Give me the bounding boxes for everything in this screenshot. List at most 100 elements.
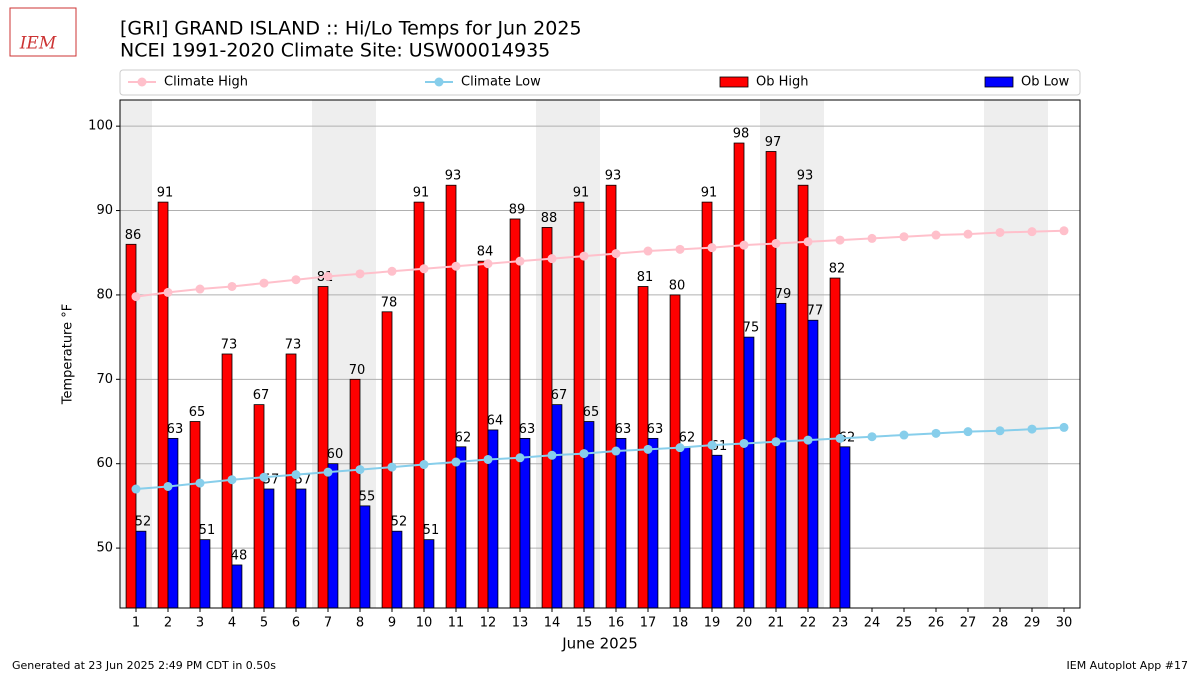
line-marker <box>899 430 909 440</box>
bar <box>839 446 851 609</box>
bar-value-label: 78 <box>381 295 398 310</box>
x-tick-label: 19 <box>704 616 721 631</box>
line-marker <box>291 470 301 480</box>
line-marker <box>355 465 365 475</box>
bar-value-label: 67 <box>551 388 568 403</box>
bar <box>445 184 457 609</box>
line-marker <box>579 449 589 459</box>
legend-marker <box>137 77 147 87</box>
bar-value-label: 63 <box>519 422 536 437</box>
line-marker <box>803 435 813 445</box>
line-marker <box>323 467 333 477</box>
x-tick-label: 15 <box>576 616 593 631</box>
y-tick-label: 60 <box>96 456 113 471</box>
bar <box>167 437 179 609</box>
x-tick-label: 29 <box>1024 616 1041 631</box>
bar-value-label: 52 <box>391 515 408 530</box>
footer-right: IEM Autoplot App #17 <box>1067 659 1189 672</box>
bar-value-label: 88 <box>541 211 558 226</box>
x-tick-label: 6 <box>292 616 300 631</box>
bar-value-label: 65 <box>583 405 600 420</box>
x-tick-label: 28 <box>992 616 1009 631</box>
legend-label: Climate High <box>164 75 248 90</box>
line-marker <box>387 266 397 276</box>
line-marker <box>451 457 461 467</box>
bar-value-label: 91 <box>701 186 718 201</box>
x-tick-label: 3 <box>196 616 204 631</box>
bar-value-label: 55 <box>359 489 376 504</box>
bar <box>509 218 521 609</box>
legend-label: Ob High <box>756 75 809 90</box>
bar <box>733 142 745 609</box>
bar <box>807 319 819 609</box>
x-tick-label: 7 <box>324 616 332 631</box>
bar <box>423 539 435 609</box>
bar-value-label: 77 <box>807 304 824 319</box>
y-tick-label: 100 <box>88 119 113 134</box>
bar <box>381 311 393 609</box>
bar <box>189 421 201 609</box>
bar <box>253 404 265 609</box>
line-marker <box>419 460 429 470</box>
line-marker <box>899 232 909 242</box>
bar-value-label: 91 <box>157 186 174 201</box>
line-marker <box>1059 226 1069 236</box>
bar <box>711 454 723 609</box>
y-tick-label: 90 <box>96 203 113 218</box>
x-axis-label: June 2025 <box>561 635 638 653</box>
y-tick-label: 50 <box>96 541 113 556</box>
bar <box>199 539 211 609</box>
line-marker <box>995 227 1005 237</box>
y-tick-label: 80 <box>96 287 113 302</box>
x-tick-label: 20 <box>736 616 753 631</box>
line-marker <box>675 244 685 254</box>
bar-value-label: 93 <box>797 169 814 184</box>
x-tick-label: 16 <box>608 616 625 631</box>
line-marker <box>835 433 845 443</box>
x-tick-label: 24 <box>864 616 881 631</box>
line-marker <box>227 281 237 291</box>
line-marker <box>995 426 1005 436</box>
y-tick-label: 70 <box>96 372 113 387</box>
x-tick-label: 5 <box>260 616 268 631</box>
line-marker <box>739 438 749 448</box>
line-marker <box>547 450 557 460</box>
bar-value-label: 62 <box>455 430 472 445</box>
bar <box>413 201 425 609</box>
line-marker <box>963 427 973 437</box>
line-marker <box>515 256 525 266</box>
bar <box>231 564 243 609</box>
weekend-shade <box>984 100 1016 608</box>
bar <box>701 201 713 609</box>
line-marker <box>131 292 141 302</box>
bar-value-label: 63 <box>615 422 632 437</box>
bar-value-label: 91 <box>413 186 430 201</box>
bar-value-label: 70 <box>349 363 366 378</box>
line-marker <box>931 428 941 438</box>
x-tick-label: 21 <box>768 616 785 631</box>
line-marker <box>963 229 973 239</box>
line-marker <box>707 243 717 253</box>
x-tick-label: 25 <box>896 616 913 631</box>
bar-value-label: 93 <box>605 169 622 184</box>
bar-value-label: 48 <box>231 548 248 563</box>
bar-value-label: 65 <box>189 405 206 420</box>
x-tick-label: 4 <box>228 616 236 631</box>
x-tick-label: 18 <box>672 616 689 631</box>
bar <box>605 184 617 609</box>
line-marker <box>515 453 525 463</box>
bar <box>775 302 787 609</box>
line-marker <box>611 446 621 456</box>
bar <box>359 505 371 609</box>
bar-value-label: 73 <box>221 338 238 353</box>
bar <box>477 260 489 609</box>
bar-value-label: 51 <box>423 523 440 538</box>
line <box>135 426 1065 491</box>
legend <box>119 69 1081 96</box>
legend-label: Climate Low <box>461 75 541 90</box>
x-tick-label: 9 <box>388 616 396 631</box>
chart-title: [GRI] GRAND ISLAND :: Hi/Lo Temps for Ju… <box>120 18 582 40</box>
x-tick-label: 23 <box>832 616 849 631</box>
bar <box>551 404 563 609</box>
